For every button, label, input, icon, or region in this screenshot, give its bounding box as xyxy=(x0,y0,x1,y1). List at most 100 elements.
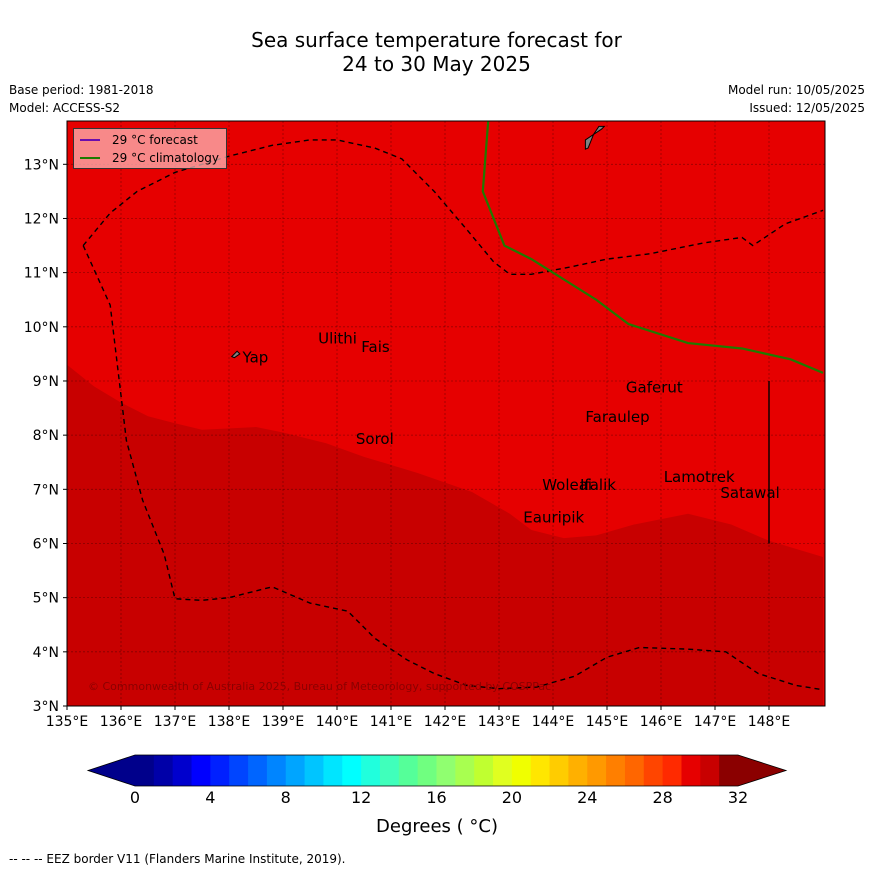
place-label: Gaferut xyxy=(626,378,683,396)
colorbar-segment xyxy=(511,755,532,786)
place-label: Woleai xyxy=(542,476,592,494)
place-label: Lamotrek xyxy=(664,468,735,486)
meta-right: Model run: 10/05/2025 Issued: 12/05/2025 xyxy=(728,81,865,117)
lat-tick-label: 10°N xyxy=(24,320,59,336)
place-label: Faraulep xyxy=(585,408,649,426)
lon-tick-label: 143°E xyxy=(478,714,521,730)
colorbar-outline xyxy=(86,754,788,787)
lon-tick-label: 140°E xyxy=(316,714,359,730)
colorbar-tick-label: 24 xyxy=(577,788,597,807)
copyright-text: © Commonwealth of Australia 2025, Bureau… xyxy=(88,680,551,693)
base-period: Base period: 1981-2018 xyxy=(9,83,154,97)
colorbar-segment xyxy=(285,755,306,786)
colorbar-segment xyxy=(417,755,437,786)
colorbar-tick-label: 32 xyxy=(728,788,748,807)
lat-tick-label: 11°N xyxy=(24,266,59,282)
colorbar-segment xyxy=(681,755,701,786)
colorbar-segment xyxy=(474,755,494,786)
place-label: Fais xyxy=(361,338,390,356)
place-label: Sorol xyxy=(356,430,394,448)
colorbar-tick-label: 0 xyxy=(130,788,140,807)
colorbar-tick-label: 4 xyxy=(205,788,215,807)
colorbar-segment xyxy=(700,755,720,786)
colorbar-min-arrow xyxy=(88,755,135,786)
colorbar-segment xyxy=(361,755,381,786)
lat-tick-label: 13°N xyxy=(24,157,59,173)
colorbar-segment xyxy=(624,755,645,786)
eez-footer-note: -- -- -- EEZ border V11 (Flanders Marine… xyxy=(9,852,346,866)
colorbar-segment xyxy=(606,755,626,786)
legend-forecast: 29 °C forecast xyxy=(80,132,198,148)
colorbar-segment xyxy=(530,755,551,786)
colorbar-segment xyxy=(153,755,174,786)
colorbar-segment xyxy=(643,755,664,786)
yap-land xyxy=(230,350,241,359)
model-run: Model run: 10/05/2025 xyxy=(727,83,865,97)
colorbar-segment xyxy=(436,755,456,786)
colorbar-segment xyxy=(587,755,607,786)
place-label: Yap xyxy=(242,349,269,367)
colorbar-segment xyxy=(662,755,682,786)
lon-tick-label: 137°E xyxy=(154,714,197,730)
lon-tick-label: 142°E xyxy=(424,714,467,730)
place-label: Satawal xyxy=(720,484,779,502)
lon-tick-label: 139°E xyxy=(262,714,305,730)
meta-left: Base period: 1981-2018 Model: ACCESS-S2 xyxy=(9,81,154,117)
lat-tick-label: 4°N xyxy=(33,645,59,661)
legend-climatology-label: 29 °C climatology xyxy=(112,151,220,165)
lon-tick-label: 147°E xyxy=(694,714,737,730)
lon-tick-label: 148°E xyxy=(748,714,791,730)
lat-tick-label: 12°N xyxy=(24,211,59,227)
lon-tick-label: 145°E xyxy=(586,714,629,730)
place-label: Eauripik xyxy=(523,508,584,526)
colorbar-segment xyxy=(568,755,588,786)
place-label: Ifalik xyxy=(580,476,616,494)
lat-tick-label: 9°N xyxy=(33,374,59,390)
cooler-sst-region xyxy=(67,364,823,706)
legend-forecast-label: 29 °C forecast xyxy=(112,133,198,147)
map-layer: Yap Ulithi Fais Gaferut Faraulep Sorol Lamotre… xyxy=(24,120,826,730)
lon-tick-label: 135°E xyxy=(46,714,89,730)
colorbar-tick-label: 20 xyxy=(502,788,522,807)
guam-land xyxy=(584,125,606,150)
colorbar-tick-label: 12 xyxy=(351,788,371,807)
colorbar-segment xyxy=(493,755,513,786)
colorbar-segment xyxy=(398,755,419,786)
colorbar-max-arrow xyxy=(738,755,786,786)
colorbar-segment xyxy=(379,755,400,786)
lat-tick-label: 3°N xyxy=(33,699,59,715)
colorbar-segment xyxy=(248,755,268,786)
colorbar-segment xyxy=(304,755,324,786)
colorbar-segment xyxy=(172,755,193,786)
lat-tick-label: 8°N xyxy=(33,428,59,444)
climatology-29c-contour xyxy=(481,120,824,374)
lon-tick-label: 138°E xyxy=(208,714,251,730)
colorbar-segment xyxy=(323,755,343,786)
colorbar-tick-label: 16 xyxy=(426,788,446,807)
legend-climatology-swatch xyxy=(80,157,100,159)
legend-climatology: 29 °C climatology xyxy=(80,150,219,166)
map-legend: 29 °C forecast 29 °C climatology xyxy=(73,128,227,169)
title-line-1: Sea surface temperature forecast for xyxy=(251,28,622,52)
model-name: Model: ACCESS-S2 xyxy=(9,101,121,115)
lat-tick-label: 5°N xyxy=(33,591,59,607)
legend-forecast-swatch xyxy=(80,139,100,141)
lon-tick-label: 146°E xyxy=(640,714,683,730)
lat-tick-label: 6°N xyxy=(33,536,59,552)
colorbar-segment xyxy=(342,755,362,786)
colorbar-segment xyxy=(135,755,155,786)
colorbar-tick-label: 28 xyxy=(652,788,672,807)
colorbar-segment xyxy=(455,755,475,786)
lon-tick-label: 144°E xyxy=(532,714,575,730)
colorbar-segment xyxy=(229,755,249,786)
colorbar-segment xyxy=(549,755,569,786)
colorbar-segment xyxy=(266,755,287,786)
lon-tick-label: 136°E xyxy=(100,714,143,730)
lat-tick-label: 7°N xyxy=(33,482,59,498)
colorbar-segment xyxy=(210,755,230,786)
colorbar-segment xyxy=(719,755,739,786)
lon-tick-label: 141°E xyxy=(370,714,413,730)
map-frame xyxy=(66,120,826,707)
eez-border-south xyxy=(82,245,824,691)
